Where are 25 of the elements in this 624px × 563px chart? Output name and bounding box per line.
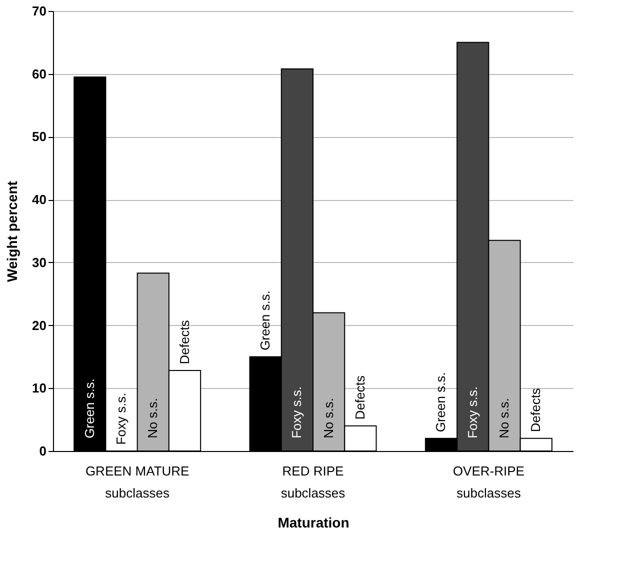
text: Green s.s.	[82, 378, 97, 438]
x-tick-label: RED RIPE subclasses	[280, 464, 346, 500]
text: Defects	[528, 388, 544, 432]
text: Foxy s.s.	[464, 386, 480, 438]
y-tick-label: 40	[32, 192, 46, 208]
y-tick-label: 30	[32, 254, 46, 270]
text: Foxy s.s.	[114, 392, 129, 445]
y-tick-label: 70	[32, 4, 46, 18]
y-tick-label: 0	[39, 444, 46, 458]
y-tick-label: 10	[32, 380, 46, 396]
text: Green s.s.	[258, 290, 273, 350]
text: No s.s.	[320, 398, 336, 438]
series-label: No s.s.	[145, 398, 160, 438]
series-label: Foxy s.s.	[289, 386, 304, 438]
text: Defects	[176, 320, 192, 364]
y-tick-label: 50	[32, 129, 46, 144]
x-axis-title: Maturation	[278, 514, 350, 530]
x-tick-label: OVER-RIPE subclasses	[452, 464, 525, 500]
x-tick-label: GREEN MATURE subclasses	[85, 464, 190, 500]
y-tick-label: 20	[32, 318, 46, 333]
y-axis-title: Weight percent	[4, 180, 20, 282]
text: Defects	[352, 375, 368, 420]
text: No s.s.	[496, 398, 512, 438]
y-tick-label: 60	[32, 66, 46, 82]
text: Green s.s.	[433, 372, 448, 432]
